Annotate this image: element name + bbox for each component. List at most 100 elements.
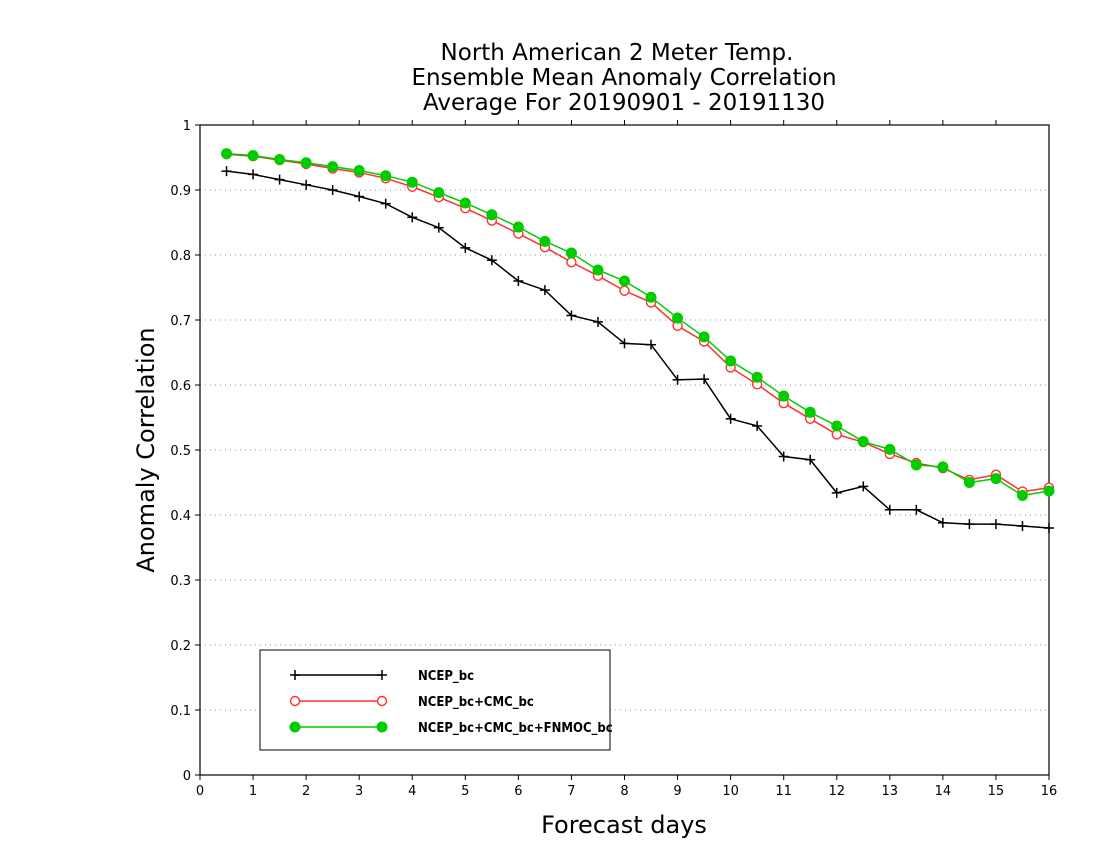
legend-item-1: NCEP_bc xyxy=(290,669,474,684)
x-tick-label: 4 xyxy=(408,784,416,799)
data-point xyxy=(407,212,418,223)
legend-label: NCEP_bc xyxy=(418,669,474,684)
x-tick-label: 6 xyxy=(514,784,522,799)
data-point xyxy=(539,285,550,296)
y-tick-label: 0 xyxy=(183,769,191,784)
data-point xyxy=(858,481,869,492)
legend-box xyxy=(259,649,611,751)
legend-marker xyxy=(376,695,388,707)
x-tick-label: 13 xyxy=(882,784,899,799)
data-point xyxy=(672,374,683,385)
legend-label: NCEP_bc+CMC_bc+FNMOC_bc xyxy=(418,721,613,736)
data-point xyxy=(274,174,285,185)
data-point xyxy=(301,179,312,190)
x-tick-label: 9 xyxy=(673,784,681,799)
data-point xyxy=(884,504,895,515)
legend-marker xyxy=(376,721,388,733)
data-point xyxy=(486,209,498,221)
data-point xyxy=(964,519,975,530)
x-tick-label: 11 xyxy=(775,784,792,799)
y-tick-label: 0.4 xyxy=(170,509,191,524)
data-point xyxy=(911,504,922,515)
data-point xyxy=(566,256,577,268)
y-axis-label: Anomaly Correlation xyxy=(132,327,160,572)
data-point xyxy=(380,198,391,209)
data-point xyxy=(460,242,471,253)
data-point xyxy=(592,316,603,327)
data-point xyxy=(1016,490,1028,501)
data-point xyxy=(725,413,736,424)
data-point xyxy=(884,443,896,455)
data-point xyxy=(804,406,816,418)
legend-marker xyxy=(289,695,301,707)
legend: NCEP_bc NCEP_bc+CMC_bc NCEP_bc+CMC_bc+FNMO… xyxy=(259,649,613,751)
x-axis: 0 1 2 3 4 5 6 7 8 9 10 11 12 13 14 15 16 xyxy=(196,120,1057,799)
data-point xyxy=(247,150,259,162)
data-point xyxy=(1043,485,1055,497)
x-tick-label: 12 xyxy=(828,784,845,799)
data-point xyxy=(672,312,684,324)
data-point xyxy=(619,275,630,287)
data-point xyxy=(300,157,312,169)
y-tick-label: 0.3 xyxy=(170,574,191,589)
legend-label: NCEP_bc+CMC_bc xyxy=(418,695,534,710)
x-tick-label: 8 xyxy=(620,784,628,799)
legend-item-2: NCEP_bc+CMC_bc xyxy=(289,695,534,710)
data-point xyxy=(566,310,577,321)
x-tick-label: 14 xyxy=(935,784,952,799)
data-point xyxy=(990,473,1002,485)
data-point xyxy=(857,436,869,448)
data-point xyxy=(990,519,1001,530)
data-point xyxy=(565,247,577,259)
chart-title: North American 2 Meter Temp. Ensemble Me… xyxy=(411,40,836,116)
data-point xyxy=(752,420,763,431)
y-axis: 0 0.1 0.2 0.3 0.4 0.5 0.6 0.7 0.8 0.9 1 xyxy=(170,119,200,784)
data-point xyxy=(937,517,948,528)
data-point xyxy=(699,374,710,385)
data-point xyxy=(619,338,630,349)
y-tick-label: 0.1 xyxy=(170,704,191,719)
data-point xyxy=(831,487,842,498)
data-point xyxy=(513,276,524,286)
x-tick-label: 2 xyxy=(302,784,310,799)
data-point xyxy=(805,454,816,465)
series-1 xyxy=(221,166,1054,533)
x-tick-label: 3 xyxy=(355,784,363,799)
x-tick-label: 5 xyxy=(461,784,469,799)
x-tick-label: 16 xyxy=(1041,784,1058,799)
series-line xyxy=(226,153,1050,493)
x-tick-label: 1 xyxy=(249,784,257,799)
data-point xyxy=(221,166,232,177)
y-tick-label: 0.7 xyxy=(170,314,191,329)
y-tick-label: 0.8 xyxy=(170,249,191,264)
data-point xyxy=(433,187,445,199)
data-point xyxy=(353,165,365,176)
legend-marker xyxy=(289,721,301,733)
legend-marker xyxy=(377,670,387,680)
data-point xyxy=(778,390,790,402)
series-group xyxy=(221,148,1055,533)
data-point xyxy=(937,461,949,473)
series-2 xyxy=(221,149,1055,497)
data-point xyxy=(248,169,259,180)
data-point xyxy=(539,235,551,247)
data-point xyxy=(327,161,339,173)
data-point xyxy=(646,339,657,350)
series-line xyxy=(226,170,1050,529)
legend-item-3: NCEP_bc+CMC_bc+FNMOC_bc xyxy=(289,721,613,736)
y-tick-label: 0.5 xyxy=(170,444,191,459)
data-point xyxy=(406,176,418,188)
data-point xyxy=(274,153,286,165)
x-tick-label: 15 xyxy=(988,784,1005,799)
data-point xyxy=(831,420,843,432)
data-point xyxy=(778,451,789,462)
data-point xyxy=(751,371,763,383)
y-tick-label: 0.6 xyxy=(170,379,191,394)
data-point xyxy=(592,264,604,276)
data-point xyxy=(221,148,233,160)
data-point xyxy=(433,222,444,233)
series-3 xyxy=(221,148,1055,501)
data-point xyxy=(963,477,975,488)
chart-title-line-1: North American 2 Meter Temp. xyxy=(441,40,794,66)
